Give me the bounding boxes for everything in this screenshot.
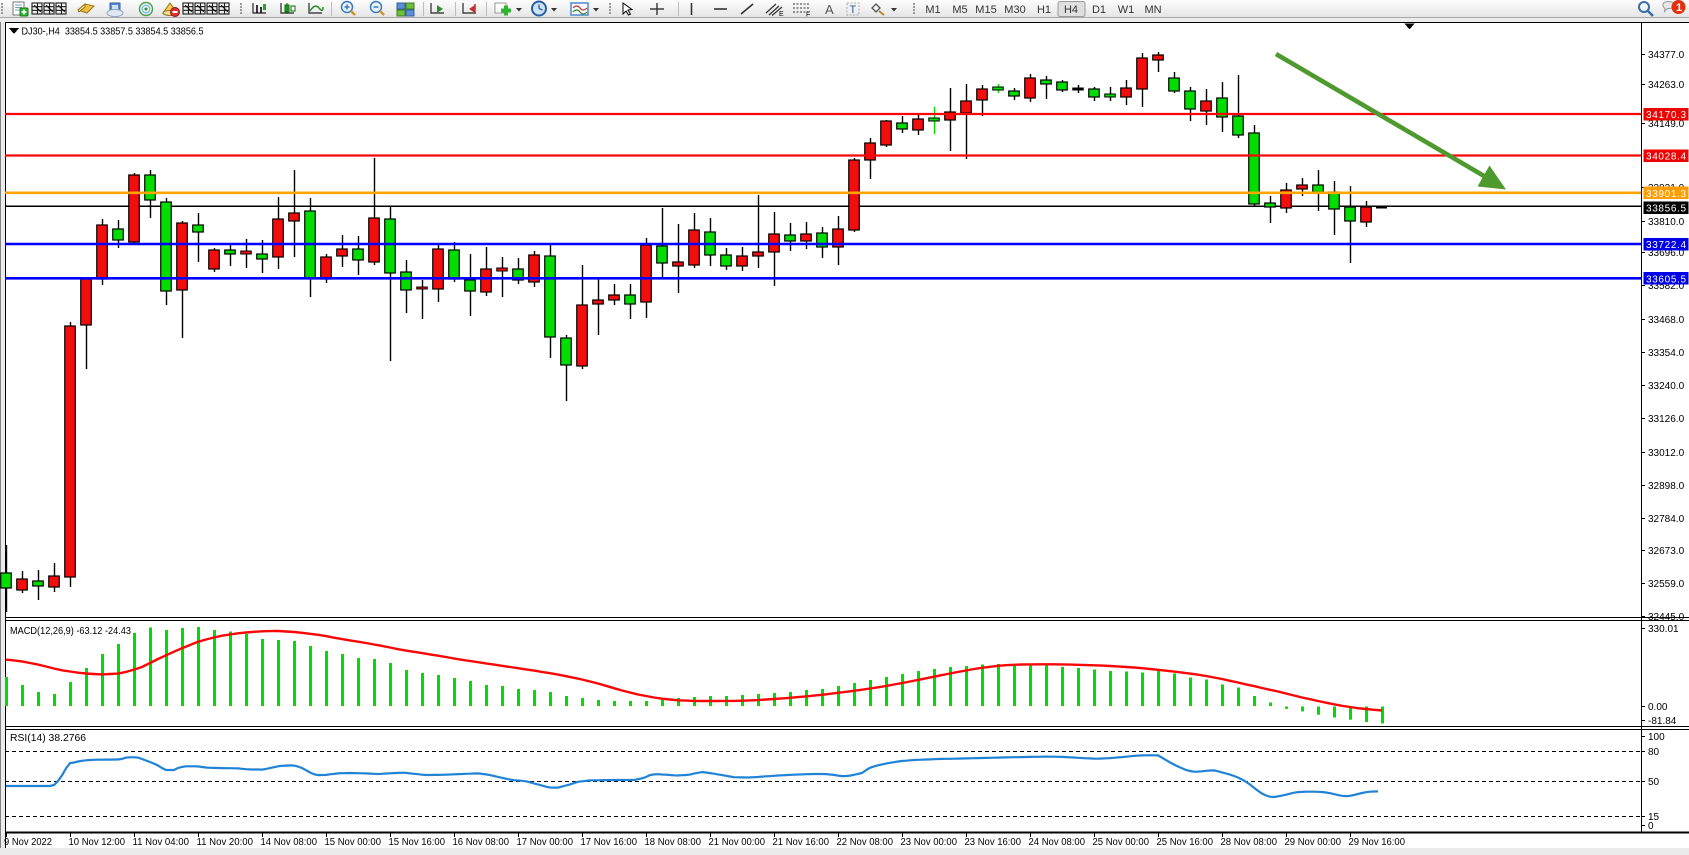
- svg-text:MN: MN: [1144, 4, 1161, 16]
- svg-text:34377.0: 34377.0: [1648, 50, 1685, 61]
- svg-text:M15: M15: [975, 4, 996, 16]
- svg-text:25 Nov 16:00: 25 Nov 16:00: [1157, 837, 1214, 848]
- svg-text:24 Nov 08:00: 24 Nov 08:00: [1029, 837, 1086, 848]
- svg-text:17 Nov 16:00: 17 Nov 16:00: [581, 837, 638, 848]
- svg-text:33012.0: 33012.0: [1648, 448, 1685, 459]
- svg-text:M30: M30: [1004, 4, 1025, 16]
- svg-text:34149.0: 34149.0: [1648, 119, 1685, 130]
- svg-text:RSI(14) 38.2766: RSI(14) 38.2766: [10, 732, 86, 744]
- svg-text:21 Nov 00:00: 21 Nov 00:00: [709, 837, 766, 848]
- svg-text:T: T: [850, 4, 857, 16]
- svg-text:33901.3: 33901.3: [1646, 189, 1686, 200]
- svg-text:23 Nov 16:00: 23 Nov 16:00: [965, 837, 1022, 848]
- svg-text:W1: W1: [1118, 4, 1135, 16]
- svg-text:33722.4: 33722.4: [1646, 240, 1686, 251]
- svg-text:-81.84: -81.84: [1648, 716, 1677, 727]
- svg-text:17 Nov 00:00: 17 Nov 00:00: [517, 837, 574, 848]
- svg-text:32784.0: 32784.0: [1648, 514, 1685, 525]
- svg-text:15 Nov 00:00: 15 Nov 00:00: [325, 837, 382, 848]
- svg-text:29 Nov 00:00: 29 Nov 00:00: [1285, 837, 1342, 848]
- svg-text:33582.0: 33582.0: [1648, 281, 1685, 292]
- svg-text:32445.0: 32445.0: [1648, 612, 1685, 623]
- svg-text:34170.3: 34170.3: [1646, 110, 1686, 121]
- svg-text:10 Nov 12:00: 10 Nov 12:00: [69, 837, 126, 848]
- svg-text:33810.0: 33810.0: [1648, 217, 1685, 228]
- svg-text:32559.0: 32559.0: [1648, 579, 1685, 590]
- svg-text:11 Nov 04:00: 11 Nov 04:00: [133, 837, 190, 848]
- svg-text:M5: M5: [952, 4, 967, 16]
- svg-text:33354.0: 33354.0: [1648, 348, 1685, 359]
- svg-text:11 Nov 20:00: 11 Nov 20:00: [197, 837, 254, 848]
- svg-text:29 Nov 16:00: 29 Nov 16:00: [1349, 837, 1406, 848]
- svg-text:50: 50: [1648, 777, 1660, 788]
- svg-text:25 Nov 00:00: 25 Nov 00:00: [1093, 837, 1150, 848]
- svg-text:34263.0: 34263.0: [1648, 80, 1685, 91]
- svg-text:9 Nov 2022: 9 Nov 2022: [4, 837, 52, 848]
- svg-text:D1: D1: [1092, 4, 1106, 16]
- svg-text:16 Nov 08:00: 16 Nov 08:00: [453, 837, 510, 848]
- svg-text:100: 100: [1648, 732, 1665, 743]
- svg-text:330.01: 330.01: [1648, 624, 1679, 635]
- svg-text:33126.0: 33126.0: [1648, 414, 1685, 425]
- svg-text:21 Nov 16:00: 21 Nov 16:00: [773, 837, 830, 848]
- svg-text:M1: M1: [925, 4, 940, 16]
- svg-text:33468.0: 33468.0: [1648, 315, 1685, 326]
- svg-text:32673.0: 32673.0: [1648, 546, 1685, 557]
- svg-text:14 Nov 08:00: 14 Nov 08:00: [261, 837, 318, 848]
- svg-text:0: 0: [1648, 821, 1654, 832]
- svg-text:18 Nov 08:00: 18 Nov 08:00: [645, 837, 702, 848]
- svg-text:A: A: [825, 2, 834, 17]
- svg-text:80: 80: [1648, 747, 1660, 758]
- svg-text:15 Nov 16:00: 15 Nov 16:00: [389, 837, 446, 848]
- svg-text:E: E: [779, 11, 784, 18]
- svg-text:23 Nov 00:00: 23 Nov 00:00: [901, 837, 958, 848]
- svg-text:28 Nov 08:00: 28 Nov 08:00: [1221, 837, 1278, 848]
- svg-text:0.00: 0.00: [1648, 702, 1668, 713]
- svg-text:33696.0: 33696.0: [1648, 248, 1685, 259]
- svg-text:H1: H1: [1037, 4, 1051, 16]
- svg-text:33856.5: 33856.5: [1646, 204, 1686, 215]
- svg-text:22 Nov 08:00: 22 Nov 08:00: [837, 837, 894, 848]
- svg-text:34028.4: 34028.4: [1646, 152, 1686, 163]
- svg-text:H4: H4: [1064, 4, 1078, 16]
- svg-text:32898.0: 32898.0: [1648, 481, 1685, 492]
- svg-text:DJ30-,H4 33854.5 33857.5 3385: DJ30-,H4 33854.5 33857.5 33854.5 33856.5: [22, 26, 204, 38]
- svg-text:MACD(12,26,9) -63.12 -24.43: MACD(12,26,9) -63.12 -24.43: [10, 625, 131, 637]
- svg-text:1: 1: [1676, 2, 1682, 14]
- svg-text:F: F: [806, 12, 810, 19]
- svg-text:33240.0: 33240.0: [1648, 381, 1685, 392]
- svg-text:33605.5: 33605.5: [1646, 274, 1686, 285]
- svg-text:15: 15: [1648, 812, 1660, 823]
